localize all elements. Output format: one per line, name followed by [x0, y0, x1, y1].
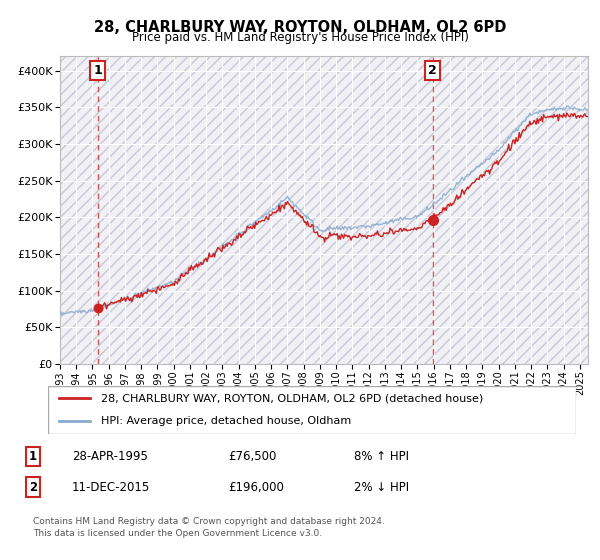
Text: 1: 1: [94, 64, 102, 77]
Text: 2: 2: [29, 480, 37, 494]
Text: Price paid vs. HM Land Registry's House Price Index (HPI): Price paid vs. HM Land Registry's House …: [131, 31, 469, 44]
Text: 28, CHARLBURY WAY, ROYTON, OLDHAM, OL2 6PD: 28, CHARLBURY WAY, ROYTON, OLDHAM, OL2 6…: [94, 20, 506, 35]
Text: This data is licensed under the Open Government Licence v3.0.: This data is licensed under the Open Gov…: [33, 529, 322, 538]
Text: 2: 2: [428, 64, 437, 77]
Text: 28-APR-1995: 28-APR-1995: [72, 450, 148, 463]
Text: Contains HM Land Registry data © Crown copyright and database right 2024.: Contains HM Land Registry data © Crown c…: [33, 517, 385, 526]
Text: HPI: Average price, detached house, Oldham: HPI: Average price, detached house, Oldh…: [101, 416, 351, 426]
Text: 28, CHARLBURY WAY, ROYTON, OLDHAM, OL2 6PD (detached house): 28, CHARLBURY WAY, ROYTON, OLDHAM, OL2 6…: [101, 393, 483, 403]
FancyBboxPatch shape: [48, 386, 576, 434]
Text: 8% ↑ HPI: 8% ↑ HPI: [354, 450, 409, 463]
Text: £196,000: £196,000: [228, 480, 284, 494]
Text: £76,500: £76,500: [228, 450, 277, 463]
Text: 2% ↓ HPI: 2% ↓ HPI: [354, 480, 409, 494]
Text: 11-DEC-2015: 11-DEC-2015: [72, 480, 150, 494]
Text: 1: 1: [29, 450, 37, 463]
